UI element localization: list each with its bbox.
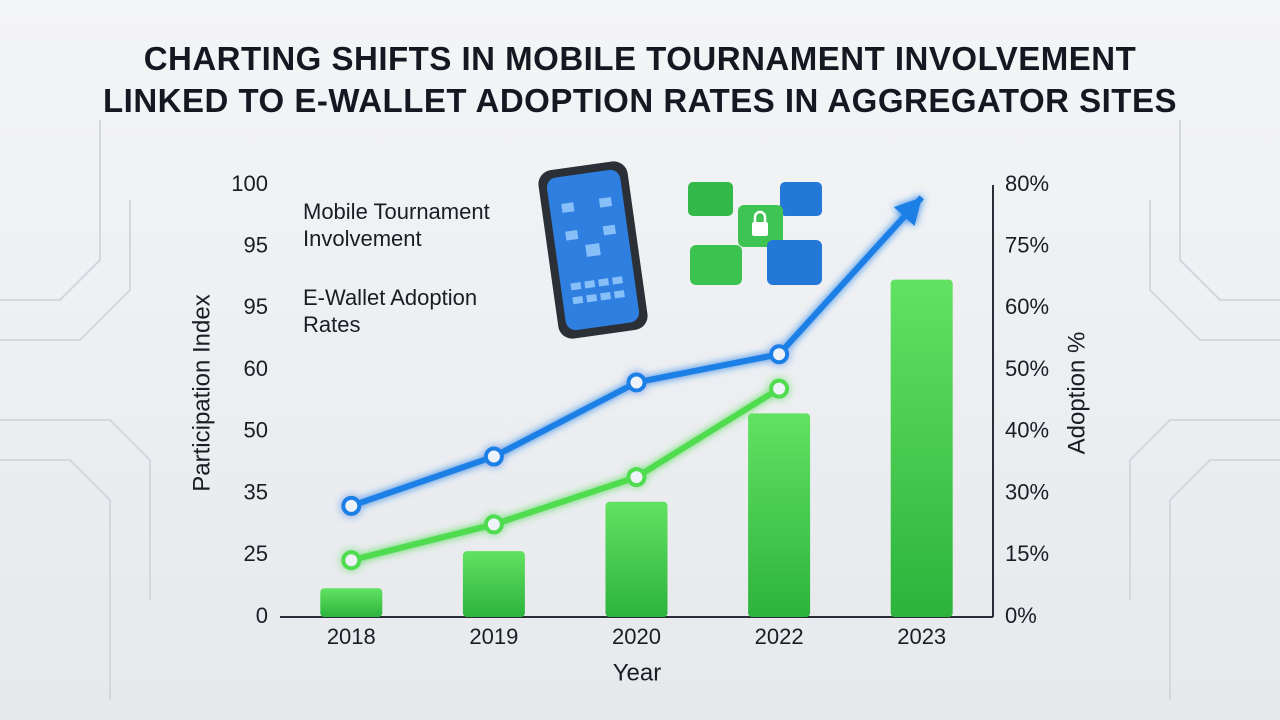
bar bbox=[748, 413, 811, 617]
y-tick-label: 100 bbox=[231, 171, 268, 196]
bar bbox=[605, 501, 668, 617]
bar bbox=[462, 551, 525, 617]
point bbox=[626, 467, 647, 488]
x-tick-label: 2018 bbox=[327, 624, 376, 649]
y2-tick-label: 0% bbox=[1005, 603, 1037, 628]
y2-axis-label: Adoption % bbox=[1063, 332, 1090, 455]
phone-illustration bbox=[538, 161, 648, 339]
y-tick-label: 50 bbox=[244, 418, 268, 443]
line-series bbox=[341, 378, 790, 571]
y-tick-label: 0 bbox=[256, 603, 268, 628]
arrow-head bbox=[893, 197, 922, 227]
line bbox=[350, 386, 781, 564]
point bbox=[341, 495, 362, 516]
y2-tick-label: 80% bbox=[1005, 171, 1049, 196]
y2-tick-label: 15% bbox=[1005, 541, 1049, 566]
x-tick-label: 2022 bbox=[755, 624, 804, 649]
x-tick-label: 2019 bbox=[469, 624, 518, 649]
legend-entry: E-Wallet Adoption Rates bbox=[303, 285, 478, 337]
y2-tick-label: 60% bbox=[1005, 294, 1049, 319]
title-line: CHARTING SHIFTS IN MOBILE TOURNAMENT INV… bbox=[143, 40, 1137, 77]
point bbox=[483, 514, 504, 535]
y2-tick-label: 30% bbox=[1005, 479, 1049, 504]
wallet-illustration bbox=[688, 182, 822, 285]
point bbox=[483, 446, 504, 467]
y-tick-label: 95 bbox=[244, 233, 268, 258]
y2-tick-label: 50% bbox=[1005, 356, 1049, 381]
y2-tick-label: 40% bbox=[1005, 418, 1049, 443]
y-tick-label: 95 bbox=[244, 294, 268, 319]
point bbox=[769, 378, 790, 399]
x-tick-label: 2020 bbox=[612, 624, 661, 649]
circuit-decoration bbox=[0, 120, 1280, 700]
point bbox=[769, 344, 790, 365]
y-tick-label: 35 bbox=[244, 479, 268, 504]
line-series bbox=[341, 195, 924, 516]
y2-tick-label: 75% bbox=[1005, 233, 1049, 258]
point bbox=[341, 550, 362, 571]
y-tick-label: 25 bbox=[244, 541, 268, 566]
x-axis-label: Year bbox=[613, 659, 662, 686]
title-line: LINKED TO E-WALLET ADOPTION RATES IN AGG… bbox=[103, 82, 1177, 119]
legend-entry: Mobile Tournament Involvement bbox=[303, 199, 490, 251]
bar bbox=[320, 588, 383, 617]
x-tick-label: 2023 bbox=[897, 624, 946, 649]
y-tick-label: 60 bbox=[244, 356, 268, 381]
point bbox=[626, 372, 647, 393]
y-axis-label: Participation Index bbox=[188, 294, 215, 491]
bar bbox=[890, 279, 953, 617]
